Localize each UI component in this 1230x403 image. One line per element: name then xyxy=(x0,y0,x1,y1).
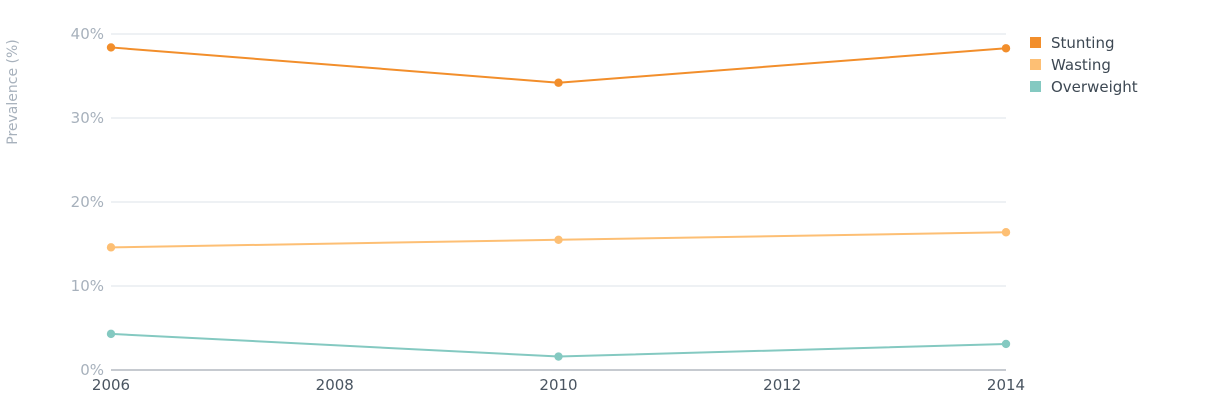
legend-label: Overweight xyxy=(1051,78,1138,96)
data-point[interactable] xyxy=(1001,228,1011,237)
data-point[interactable] xyxy=(106,43,116,52)
data-point[interactable] xyxy=(554,78,563,87)
y-tick-label: 20% xyxy=(71,193,104,211)
legend-swatch xyxy=(1030,37,1041,48)
legend: Stunting Wasting Overweight xyxy=(1030,34,1138,96)
x-tick-label: 2008 xyxy=(316,376,354,394)
legend-item[interactable]: Wasting xyxy=(1030,56,1111,74)
legend-swatch xyxy=(1030,81,1041,92)
legend-item[interactable]: Overweight xyxy=(1030,78,1138,96)
x-tick-label: 2010 xyxy=(539,376,577,394)
y-axis-title: Prevalence (%) xyxy=(5,39,21,145)
data-point[interactable] xyxy=(554,235,563,244)
legend-label: Stunting xyxy=(1051,34,1115,52)
y-tick-label: 0% xyxy=(80,361,104,379)
series-overweight xyxy=(106,329,1011,361)
series-group xyxy=(106,43,1011,361)
y-tick-label: 30% xyxy=(71,109,104,127)
data-point[interactable] xyxy=(1001,44,1011,53)
x-tick-label: 2012 xyxy=(763,376,801,394)
data-point[interactable] xyxy=(554,352,563,361)
data-point[interactable] xyxy=(106,243,116,252)
data-point[interactable] xyxy=(1001,339,1011,349)
y-tick-labels: 0% 10% 20% 30% 40% xyxy=(71,25,104,379)
x-tick-label: 2006 xyxy=(92,376,130,394)
series-stunting xyxy=(106,43,1011,87)
data-point[interactable] xyxy=(106,329,116,339)
gridlines xyxy=(111,33,1006,371)
series-line xyxy=(110,46,1007,84)
x-tick-labels: 2006 2008 2010 2012 2014 xyxy=(92,376,1025,394)
x-tick-label: 2014 xyxy=(987,376,1025,394)
y-tick-label: 40% xyxy=(71,25,104,43)
series-wasting xyxy=(106,228,1011,252)
legend-item[interactable]: Stunting xyxy=(1030,34,1115,52)
legend-label: Wasting xyxy=(1051,56,1111,74)
y-tick-label: 10% xyxy=(71,277,104,295)
legend-swatch xyxy=(1030,59,1041,70)
